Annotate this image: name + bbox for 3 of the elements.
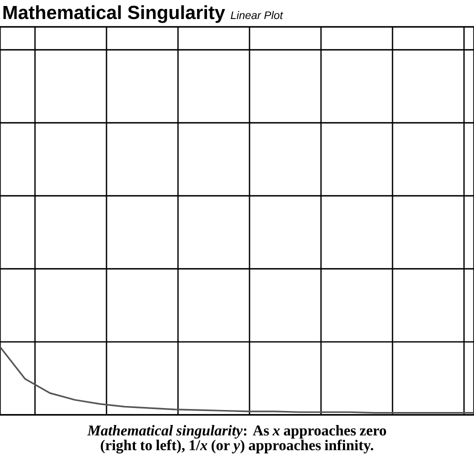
chart-subtitle: Linear Plot [230, 11, 284, 20]
chart-title: Mathematical Singularity [3, 5, 226, 24]
text: Mathematical singularity: As x approaches zero (right to left), 1/x (ory) approaches infinity. [87, 425, 386, 454]
